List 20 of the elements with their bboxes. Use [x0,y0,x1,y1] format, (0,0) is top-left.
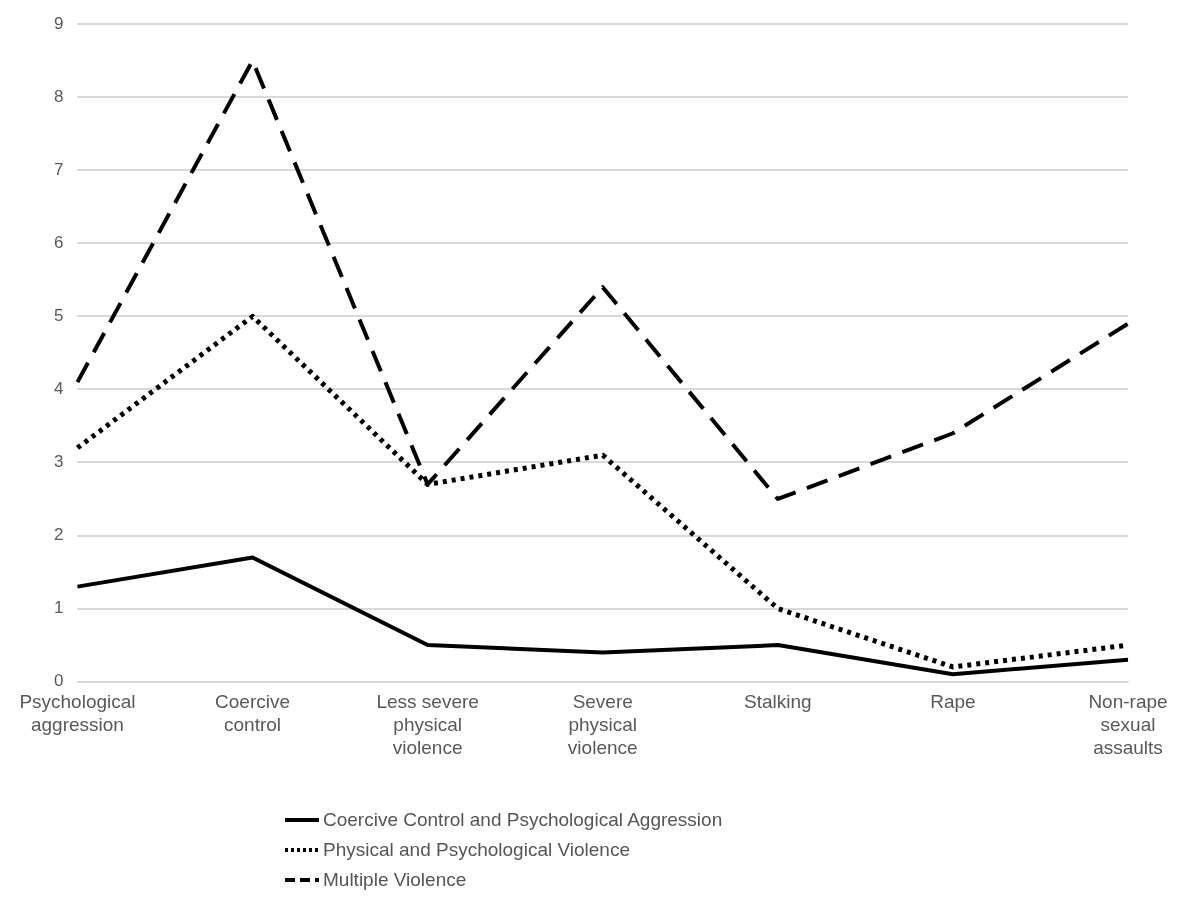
y-tick-label: 0 [53,671,64,691]
y-tick-label: 4 [53,379,64,399]
x-tick-label: Stalking [744,691,812,713]
x-tick-label: Rape [930,691,976,713]
y-tick-label: 6 [53,233,64,253]
x-tick-label: Less severe physical violence [376,691,479,758]
legend-label: Physical and Psychological Violence [323,839,630,861]
y-tick-label: 2 [53,525,64,545]
y-tick-label: 3 [53,452,64,472]
y-tick-label: 7 [53,159,64,179]
y-tick-label: 9 [53,13,64,33]
x-tick-label: Non-rape sexual assaults [1088,691,1168,758]
x-tick-label: Coercive control [215,691,291,736]
y-tick-label: 8 [53,86,64,106]
y-tick-label: 5 [53,306,64,326]
legend-label: Coercive Control and Psychological Aggression [323,809,723,831]
x-tick-label: Severe physical violence [567,691,638,758]
legend-label: Multiple Violence [323,869,467,891]
x-tick-label: Psychological aggression [19,691,136,736]
y-tick-label: 1 [53,598,64,618]
